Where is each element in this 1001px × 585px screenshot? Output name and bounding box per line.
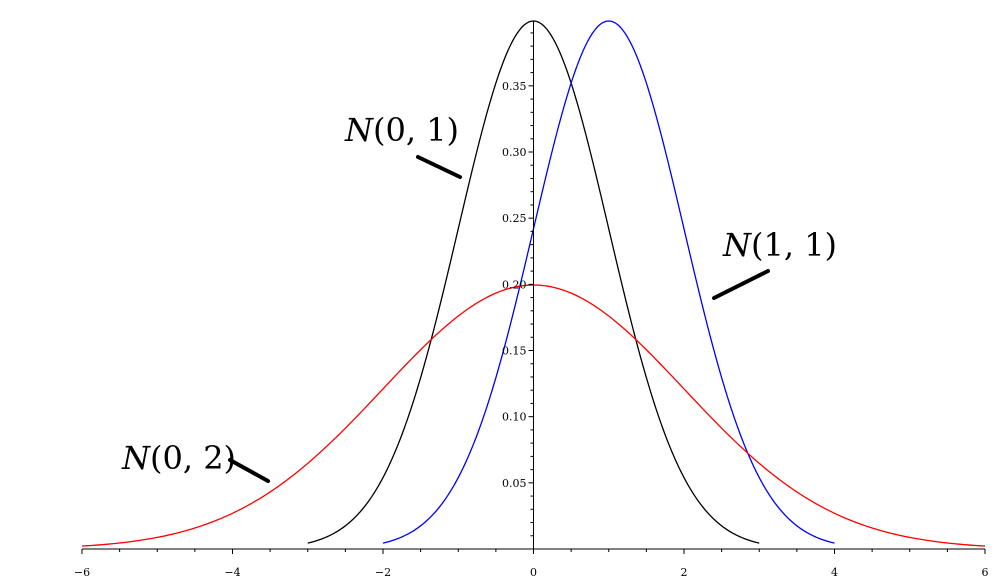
- x-tick-label: −6: [74, 566, 90, 579]
- x-tick-label: 0: [530, 566, 537, 579]
- x-tick-label: 6: [982, 566, 989, 579]
- y-tick-label: 0.30: [502, 146, 527, 159]
- y-tick-label: 0.25: [502, 212, 527, 225]
- curve-labels-layer: N(0, 1) N(1, 1) N(0, 2): [121, 111, 837, 483]
- curve-label-n-1-1: N(1, 1): [722, 226, 837, 264]
- y-tick-label: 0.05: [502, 477, 527, 490]
- y-tick-label: 0.20: [502, 278, 527, 291]
- x-tick-label: 4: [831, 566, 838, 579]
- x-tick-label: −2: [375, 566, 391, 579]
- curve-label-pointer: [416, 155, 462, 179]
- curve-label-n-0-2: N(0, 2): [121, 439, 236, 477]
- x-tick-label: 2: [681, 566, 688, 579]
- axes-layer: −6 −4 −2 0 2 4 6 0.05 0.10 0.15 0.20 0.25 0.30 0.35: [74, 21, 989, 579]
- y-tick-label: 0.35: [502, 80, 527, 93]
- curve-label-pointer: [712, 269, 770, 300]
- y-tick-label: 0.15: [502, 345, 527, 358]
- curve-label-n-0-1: N(0, 1): [344, 111, 459, 149]
- series-line-n-1-1: [382, 20, 835, 544]
- curve-label-pointer: [228, 458, 270, 483]
- x-tick-label: −4: [224, 566, 240, 579]
- y-tick-label: 0.10: [502, 411, 527, 424]
